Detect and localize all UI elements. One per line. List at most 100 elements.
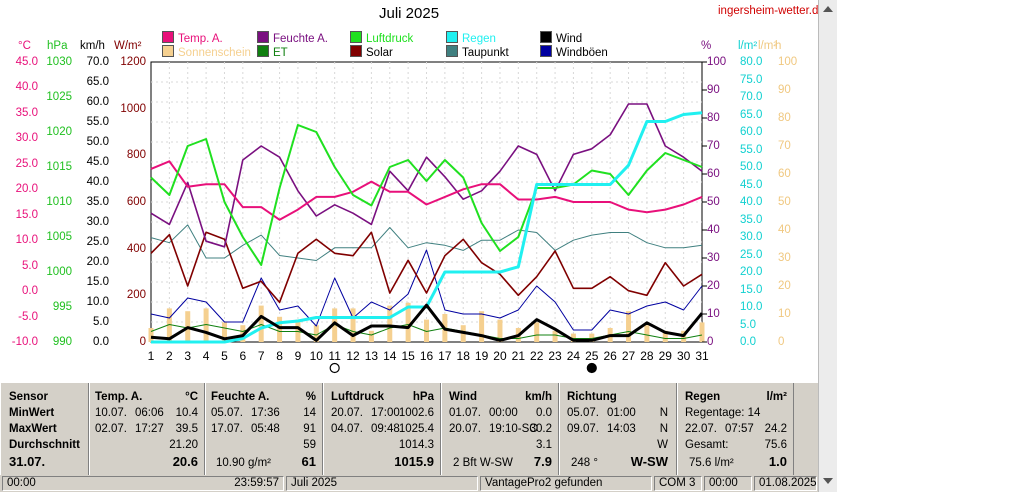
wind-min-time: 00:00 [489, 407, 518, 419]
axis-tick-sunshine: 60 [778, 168, 791, 180]
series-line-solar [150, 231, 703, 304]
site-link[interactable]: ingersheim-wetter.de [718, 5, 825, 17]
legend-swatch [162, 45, 174, 57]
legend-label: Wind [556, 33, 583, 45]
legend-item: Regen [446, 31, 496, 45]
axis-tick-wind: 25.0 [86, 236, 109, 248]
sunshine-bar [662, 330, 668, 342]
axis-tick-wind: 10.0 [86, 296, 109, 308]
sunshine-bar [258, 305, 264, 342]
wind-max-time: 19:10-SO [489, 423, 539, 435]
legend-label: Luftdruck [366, 33, 414, 45]
rain-sum: 75.6 l/m² [689, 457, 734, 469]
day-label: 16 [420, 349, 434, 363]
axis-tick-rain: 70.0 [740, 91, 763, 103]
axis-tick-humidity: 60 [707, 168, 720, 180]
pressure-header: Luftdruck [331, 391, 385, 403]
day-label: 4 [203, 349, 210, 363]
day-label: 1 [148, 349, 155, 363]
temp-max-date: 02.07. [95, 423, 127, 435]
axis-tick-solar: 600 [126, 196, 146, 208]
day-label: 20 [493, 349, 507, 363]
pressure-min-time: 17:00 [371, 407, 400, 419]
temp-today: 20.6 [172, 454, 198, 469]
axis-tick-temp: 45.0 [15, 56, 38, 68]
vertical-scrollbar[interactable] [818, 0, 837, 492]
axis-tick-temp: 0.0 [22, 285, 38, 298]
axis-tick-wind: 15.0 [86, 276, 109, 288]
day-label: 6 [239, 349, 246, 363]
weather-chart: 1 2 3 4 5 6 7 8 9 10 11 12 13 14 15 16 17 18 19 20 21 22 23 24 2… [148, 61, 709, 374]
axis-tick-pressure: 995 [52, 301, 72, 313]
axis-tick-pressure: 990 [52, 336, 72, 348]
axis-tick-wind: 55.0 [86, 116, 109, 128]
legend-item: Windböen [540, 45, 608, 59]
axis-unit-left: W/m² [114, 40, 142, 52]
full-moon-icon [329, 362, 340, 374]
rain-total-value: 75.6 [764, 439, 787, 451]
pressure-min-date: 20.07. [331, 407, 363, 419]
legend-item: Wind [540, 31, 582, 45]
legend-item: Feuchte A. [257, 31, 328, 45]
wind-average: 3.1 [536, 439, 552, 451]
axis-tick-temp: 40.0 [15, 81, 38, 94]
wind-today: 7.9 [533, 454, 552, 469]
status-period: Juli 2025 [286, 476, 478, 491]
temp-header: Temp. A. [95, 391, 143, 403]
sunshine-bar [221, 322, 227, 342]
row-label-max: MaxWert [9, 423, 57, 435]
pressure-max-value: 1025.4 [398, 423, 434, 435]
status-device: VantagePro2 gefunden [480, 476, 652, 491]
direction-max-value: N [659, 423, 668, 435]
axis-tick-rain: 10.0 [740, 301, 763, 313]
axis-tick-rain: 65.0 [740, 108, 763, 121]
wind-beaufort: 2 Bft W-SW [453, 457, 513, 469]
status-end-time: 23:59:57 [234, 477, 279, 489]
sunshine-bar [699, 322, 705, 342]
axis-tick-solar: 0 [139, 336, 146, 348]
day-label: 12 [346, 349, 360, 363]
day-label: 24 [567, 349, 581, 363]
axis-tick-temp: 25.0 [15, 157, 38, 170]
legend-label: Solar [366, 47, 393, 59]
day-label: 21 [512, 349, 526, 363]
status-start-time: 00:00 [2, 476, 284, 491]
new-moon-icon [586, 362, 597, 374]
day-label: 22 [530, 349, 544, 363]
sunshine-bar [626, 311, 632, 342]
legend-label: ET [273, 47, 288, 59]
axis-tick-rain: 40.0 [740, 196, 763, 208]
axis-tick-sunshine: 80 [778, 112, 791, 124]
row-label-avg: Durchschnitt [9, 439, 80, 451]
pressure-today: 1015.9 [394, 454, 434, 469]
sunshine-bar [405, 302, 411, 342]
direction-column: Richtung 05.07. 01:00 N 09.07. 14:03 N W… [559, 383, 677, 477]
axis-tick-humidity: 70 [707, 140, 720, 152]
humidity-today: 61 [301, 454, 316, 469]
axis-tick-sunshine: 10 [778, 308, 791, 320]
sunshine-bar [497, 319, 503, 342]
temp-max-value: 39.5 [175, 423, 198, 435]
axis-tick-humidity: 10 [707, 308, 720, 320]
day-label: 5 [221, 349, 228, 363]
rain-days: Regentage: 14 [685, 407, 761, 419]
axis-tick-wind: 70.0 [86, 56, 109, 68]
day-label: 9 [295, 349, 302, 363]
day-label: 19 [475, 349, 489, 363]
legend-item: Sonnenschein [162, 45, 251, 59]
sunshine-bar [570, 333, 576, 342]
series-line-taupunkt [150, 224, 703, 261]
sunshine-bar [589, 333, 595, 342]
direction-today: W-SW [630, 454, 668, 469]
axis-tick-pressure: 1015 [46, 161, 72, 173]
sunshine-bar [479, 311, 485, 342]
humidity-min-time: 17:36 [251, 407, 280, 419]
series-line-windb-en [150, 249, 703, 331]
sensor-header: Sensor [9, 391, 48, 403]
humidity-unit: % [305, 391, 316, 403]
axis-tick-pressure: 1020 [46, 126, 72, 138]
day-label: 30 [677, 349, 691, 363]
humidity-average: 59 [303, 439, 316, 451]
axis-tick-solar: 800 [126, 149, 146, 162]
temp-column: Temp. A. °C 10.07. 06:06 10.4 02.07. 17:… [89, 383, 205, 477]
